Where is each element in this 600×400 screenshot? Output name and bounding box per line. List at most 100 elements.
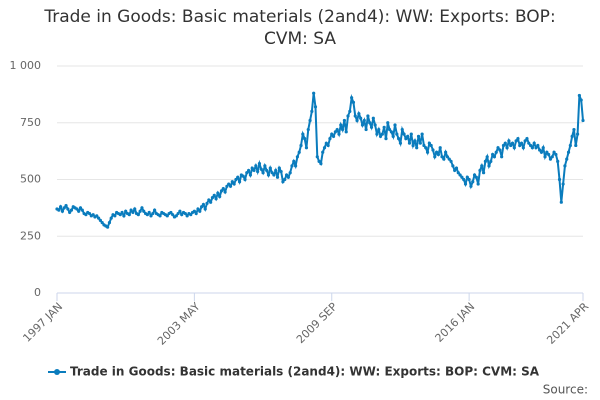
data-point <box>64 204 68 208</box>
data-point <box>98 218 102 222</box>
data-point <box>407 141 412 145</box>
data-point <box>458 173 462 177</box>
data-point <box>342 118 347 123</box>
data-point <box>532 141 536 145</box>
data-point <box>514 139 518 143</box>
data-point <box>510 141 515 145</box>
data-point <box>113 214 117 218</box>
data-point <box>480 164 484 168</box>
data-point <box>384 137 388 141</box>
data-point <box>80 208 84 212</box>
data-point <box>241 174 245 178</box>
data-point <box>418 141 422 145</box>
data-point <box>509 143 513 148</box>
data-point <box>485 155 489 159</box>
data-point <box>234 177 238 182</box>
data-point <box>106 225 110 229</box>
data-point <box>259 167 263 171</box>
data-point <box>527 141 531 145</box>
data-point <box>315 155 319 159</box>
data-point <box>250 166 254 170</box>
data-point <box>373 123 377 127</box>
data-point <box>368 121 372 125</box>
data-point <box>158 214 162 218</box>
data-point <box>200 205 204 209</box>
data-point <box>416 134 421 138</box>
data-point <box>75 207 79 211</box>
data-point <box>364 127 368 132</box>
data-point <box>413 139 417 143</box>
data-point <box>205 201 209 205</box>
data-point <box>487 164 491 168</box>
data-point <box>496 146 500 150</box>
data-point <box>351 100 356 104</box>
data-point <box>248 173 253 177</box>
data-point <box>232 182 236 186</box>
y-tick-label: 500 <box>20 173 41 186</box>
data-point <box>192 209 196 213</box>
data-point <box>382 125 386 129</box>
data-point <box>218 194 222 199</box>
data-point <box>136 213 140 217</box>
data-point <box>147 210 151 215</box>
data-point <box>503 141 507 145</box>
chart-title: Trade in Goods: Basic materials (2and4):… <box>44 7 556 49</box>
data-point <box>415 146 419 150</box>
data-point <box>530 146 534 150</box>
data-point <box>283 177 287 182</box>
data-point <box>346 114 350 118</box>
data-point <box>434 150 439 154</box>
data-point <box>568 143 572 148</box>
data-point <box>308 118 312 123</box>
data-point <box>295 155 300 159</box>
data-point <box>545 150 549 154</box>
data-point <box>391 134 395 138</box>
x-tick-label: 2003 MAY <box>155 300 203 348</box>
data-point <box>438 146 442 150</box>
data-point <box>247 168 251 173</box>
data-point <box>265 168 269 173</box>
data-point <box>109 216 113 220</box>
data-point <box>301 132 305 136</box>
data-point <box>312 91 316 95</box>
data-point <box>69 208 74 212</box>
data-point <box>478 168 482 173</box>
data-point <box>145 213 149 217</box>
data-point <box>481 171 486 175</box>
data-point <box>538 148 542 152</box>
data-point <box>489 159 493 163</box>
data-point <box>77 209 81 213</box>
data-point <box>494 150 498 154</box>
data-point <box>324 141 328 145</box>
data-point <box>397 137 401 141</box>
data-point <box>492 155 497 159</box>
data-point <box>286 175 290 179</box>
data-point <box>207 198 211 202</box>
data-point <box>339 123 343 127</box>
data-point <box>194 211 198 216</box>
data-point <box>252 168 256 173</box>
data-point <box>210 196 215 200</box>
y-tick-label: 250 <box>20 229 41 242</box>
data-point <box>124 209 128 213</box>
data-point <box>409 132 413 136</box>
data-point <box>138 209 142 213</box>
data-point <box>165 214 169 218</box>
data-point <box>270 171 274 175</box>
data-point <box>317 159 321 163</box>
data-point <box>275 175 280 179</box>
data-point <box>176 211 180 216</box>
data-point <box>185 214 189 218</box>
data-point <box>377 127 381 132</box>
data-point <box>357 112 361 116</box>
data-point <box>422 143 426 148</box>
data-point <box>521 146 525 150</box>
data-point <box>216 191 220 195</box>
data-point <box>371 116 375 120</box>
data-point <box>442 157 446 161</box>
data-point <box>303 137 307 141</box>
data-point <box>261 171 265 175</box>
data-point <box>326 143 330 148</box>
x-tick-label: 2016 JAN <box>433 300 478 345</box>
